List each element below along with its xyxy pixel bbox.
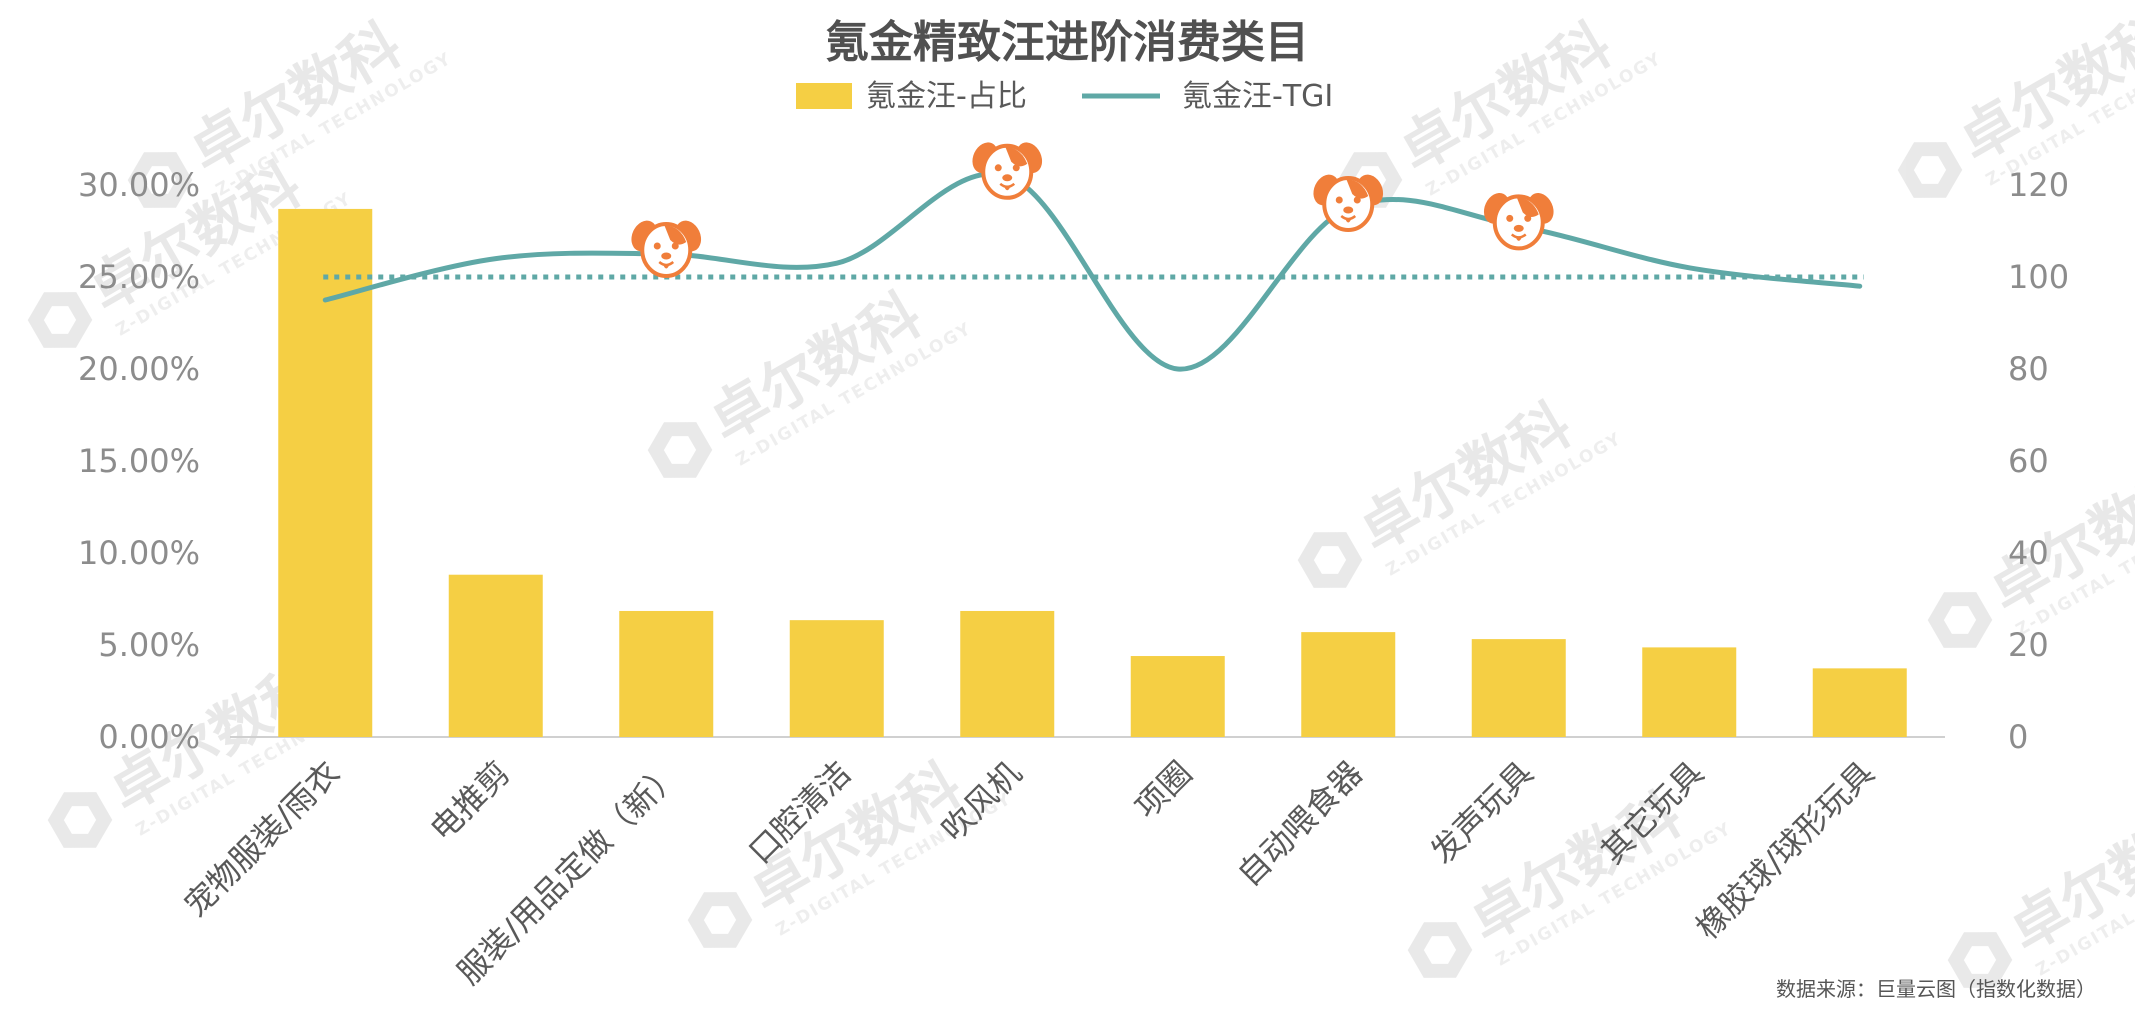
dog-face-icon [1313, 174, 1384, 232]
bar [1812, 668, 1907, 737]
watermark-logo-icon [1297, 532, 1363, 588]
watermark-logo-icon [687, 892, 753, 948]
left-axis-tick-label: 15.00% [78, 442, 200, 480]
bar [448, 574, 543, 737]
watermark-logo-icon [1947, 932, 2013, 988]
left-axis-tick-label: 20.00% [78, 350, 200, 388]
chart-title: 氪金精致汪进阶消费类目 [825, 17, 1309, 68]
left-axis-tick-label: 10.00% [78, 534, 200, 572]
dog-face-icon [631, 220, 702, 278]
source-note: 数据来源：巨量云图（指数化数据） [1776, 977, 2096, 1001]
dog-face-icon [1483, 193, 1554, 251]
right-axis-tick-label: 80 [2008, 350, 2049, 388]
bar [960, 610, 1055, 737]
x-axis-tick-label: 橡胶球/球形玩具 [1689, 754, 1882, 947]
watermark-logo-icon [1407, 922, 1473, 978]
right-axis-tick-label: 40 [2008, 534, 2049, 572]
watermark-logo-icon [1927, 592, 1993, 648]
watermark-logo-icon [127, 152, 193, 208]
left-axis-tick-label: 25.00% [78, 258, 200, 296]
x-axis-tick-label: 发声玩具 [1423, 754, 1540, 871]
legend: 氪金汪-占比 氪金汪-TGI [796, 79, 1333, 114]
watermark-logo-icon [27, 292, 93, 348]
right-axis-tick-label: 60 [2008, 442, 2049, 480]
left-axis-tick-label: 0.00% [98, 718, 200, 756]
bar [1130, 656, 1225, 737]
bar [1471, 639, 1566, 737]
dog-face-icon [972, 142, 1043, 200]
bar [789, 620, 884, 737]
left-axis-tick-label: 5.00% [98, 626, 200, 664]
line-layer [322, 171, 1863, 372]
watermark-logo-icon [1897, 142, 1963, 198]
bar [278, 208, 373, 738]
right-axis-tick-label: 100 [2008, 258, 2069, 296]
x-axis-tick-label: 自动喂食器 [1230, 754, 1370, 894]
watermark-logo-icon [647, 422, 713, 478]
x-axis-tick-label: 电推剪 [423, 754, 518, 849]
axes-layer: 0.00% 5.00% 10.00% 15.00% 20.00% 25.00% 30.00%… [78, 166, 2069, 756]
right-axis-tick-label: 20 [2008, 626, 2049, 664]
legend-label-line: 氪金汪-TGI [1182, 79, 1333, 114]
bar [619, 610, 714, 737]
watermark-logo-icon [47, 792, 113, 848]
bar [1301, 632, 1396, 737]
right-axis-tick-label: 120 [2008, 166, 2069, 204]
legend-label-bar: 氪金汪-占比 [866, 79, 1027, 114]
x-axis-tick-label: 项圈 [1127, 754, 1199, 826]
legend-swatch-bar [796, 83, 852, 109]
marker-layer [631, 142, 1554, 278]
bars-layer [278, 208, 1907, 738]
bar [1642, 647, 1737, 737]
left-axis-tick-label: 30.00% [78, 166, 200, 204]
right-axis-tick-label: 0 [2008, 718, 2028, 756]
tgi-line [322, 171, 1863, 372]
